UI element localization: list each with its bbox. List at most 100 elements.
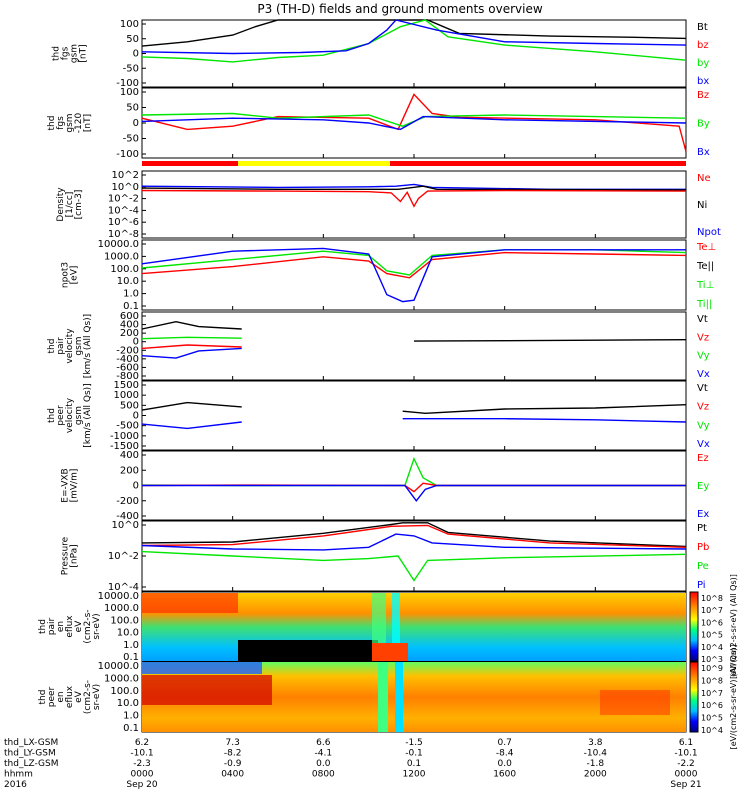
y-tick-label: 10000.0 [98,661,139,672]
series-line-vy [141,336,242,340]
y-axis-label: Pressure [61,536,71,575]
x-axis-row-label: hhmm [4,770,33,780]
y-tick-label: 50 [126,34,139,45]
x-axis-value: 0.0 [498,759,513,769]
y-tick-label: 200 [120,465,139,476]
y-tick-label: 0 [133,49,139,60]
y-tick-label: -50 [123,63,139,74]
y-tick-label: 1000.0 [104,673,139,684]
y-axis-label: (cm2-s- [83,680,93,714]
series-line-vt [141,401,242,411]
y-tick-label: -600 [116,362,139,373]
y-axis-label: sr-eV) [92,613,102,639]
y-axis-label: [km/s (All Qs)] [83,383,93,447]
legend-entry: Ez [697,453,709,464]
y-tick-label: 10^-8 [108,229,139,240]
x-axis-value: 6.1 [679,738,693,748]
y-tick-label: 10^0 [112,182,139,193]
legend-entry: Pi [697,580,706,591]
figure-title: P3 (TH-D) fields and ground moments over… [257,2,542,16]
x-axis-value: 0800 [312,770,335,780]
y-axis-label: thd [52,46,62,61]
y-tick-label: 500 [120,400,139,411]
y-axis-label: [eV] [70,266,80,285]
legend-entry: Te|| [696,261,714,272]
y-axis-label: velocity [65,328,75,364]
y-axis-label: [cm-3] [74,190,84,220]
legend-entry: Vx [697,369,710,380]
x-axis-row-label: thd_LY-GSM [4,749,56,759]
y-tick-label: -500 [116,421,139,432]
panel-8: 10^0 10^-2 10^-4 Pressure [nPa] Pt Pb Pe Pi [61,520,710,593]
mode-bar-slow [238,161,390,166]
y-tick-label: 10^-2 [108,194,139,205]
y-axis-label: [nT] [83,114,93,132]
y-tick-label: 400 [120,320,139,331]
x-axis-value: 1600 [493,770,516,780]
y-axis-label: fgs [56,116,66,130]
y-tick-label: 0.1 [123,301,139,312]
series-line-ey [141,456,686,487]
x-axis-row-label: thd_LZ-GSM [4,759,59,769]
series-line-npot [141,247,686,303]
y-tick-label: 0.1 [123,723,139,734]
y-tick-label: 10.0 [117,628,139,639]
panel-3: 10^210^010^-210^-410^-610^-8 Density [1/cc… [56,170,721,240]
spectrogram-fill-peer [142,662,686,732]
mode-bar-fast-2 [390,161,686,166]
x-axis-value: -10.4 [584,749,608,759]
y-tick-label: -100 [116,78,139,89]
legend-entry: bz [697,40,709,51]
y-tick-label: 10.0 [117,698,139,709]
legend-entry: Pt [697,523,707,534]
legend-entry: Ti⊥ [696,280,714,291]
y-axis-label: pair [47,617,57,635]
y-tick-label: 10^2 [112,170,139,181]
x-axis-value: 0000 [131,770,154,780]
y-tick-label: 10000.0 [98,239,139,250]
series-line-bz [141,93,687,152]
legend-entry: Pb [697,542,709,553]
y-axis-label: gsm [70,44,80,63]
legend-entry: Te⊥ [696,242,716,253]
y-tick-label: 200 [120,328,139,339]
y-tick-label: 100.0 [110,686,139,697]
x-axis-row-label: 2016 [4,780,27,790]
mode-bar [142,161,686,166]
series-line-ne [141,189,687,208]
y-axis-label: fgs [61,46,71,60]
series-line-ex [142,484,686,502]
y-axis-label: thd [47,408,57,423]
spectrogram-fill-pair [142,593,686,661]
colorbar-tick-label: 10^8 [701,676,723,685]
series-line-vx [141,347,242,359]
y-tick-label: -1000 [110,431,139,442]
series-line-bx [141,115,687,131]
y-axis-label: en [56,621,66,632]
colorbar-tick-label: 10^6 [701,618,723,627]
legend-entry: By [697,119,710,130]
legend-entry: Ne [697,173,711,184]
legend-entry: Ey [697,481,709,492]
panel-frame [141,87,687,159]
colorbar-tick-label: 10^5 [701,631,723,640]
y-axis-label: [km/s (All Qs)] [83,314,93,378]
legend-entry: Vz [697,402,709,413]
x-axis-value: 0.0 [316,759,331,769]
series-line-vt [413,339,687,342]
colorbar-label: [eV/(cm2-s-sr-eV) (All Qs)] [729,645,738,750]
y-axis-label: eflux [65,615,75,638]
legend-entry: Vt [697,314,708,325]
panel-2: 100 50 0 -50 -100 thd fgs gsm -120 [nT] Bz By Bx [47,87,710,160]
y-tick-label: -200 [116,345,139,356]
x-axis-value: -10.1 [674,749,697,759]
y-axis-label: sr-eV) [92,684,102,710]
series-line-vt [402,404,687,415]
y-axis-label: npot3 [61,262,71,288]
x-axis-value: -8.4 [496,749,514,759]
colorbar-tick-label: 10^5 [701,714,723,723]
y-axis-label: Density [56,187,66,222]
y-tick-label: 1.0 [123,289,139,300]
